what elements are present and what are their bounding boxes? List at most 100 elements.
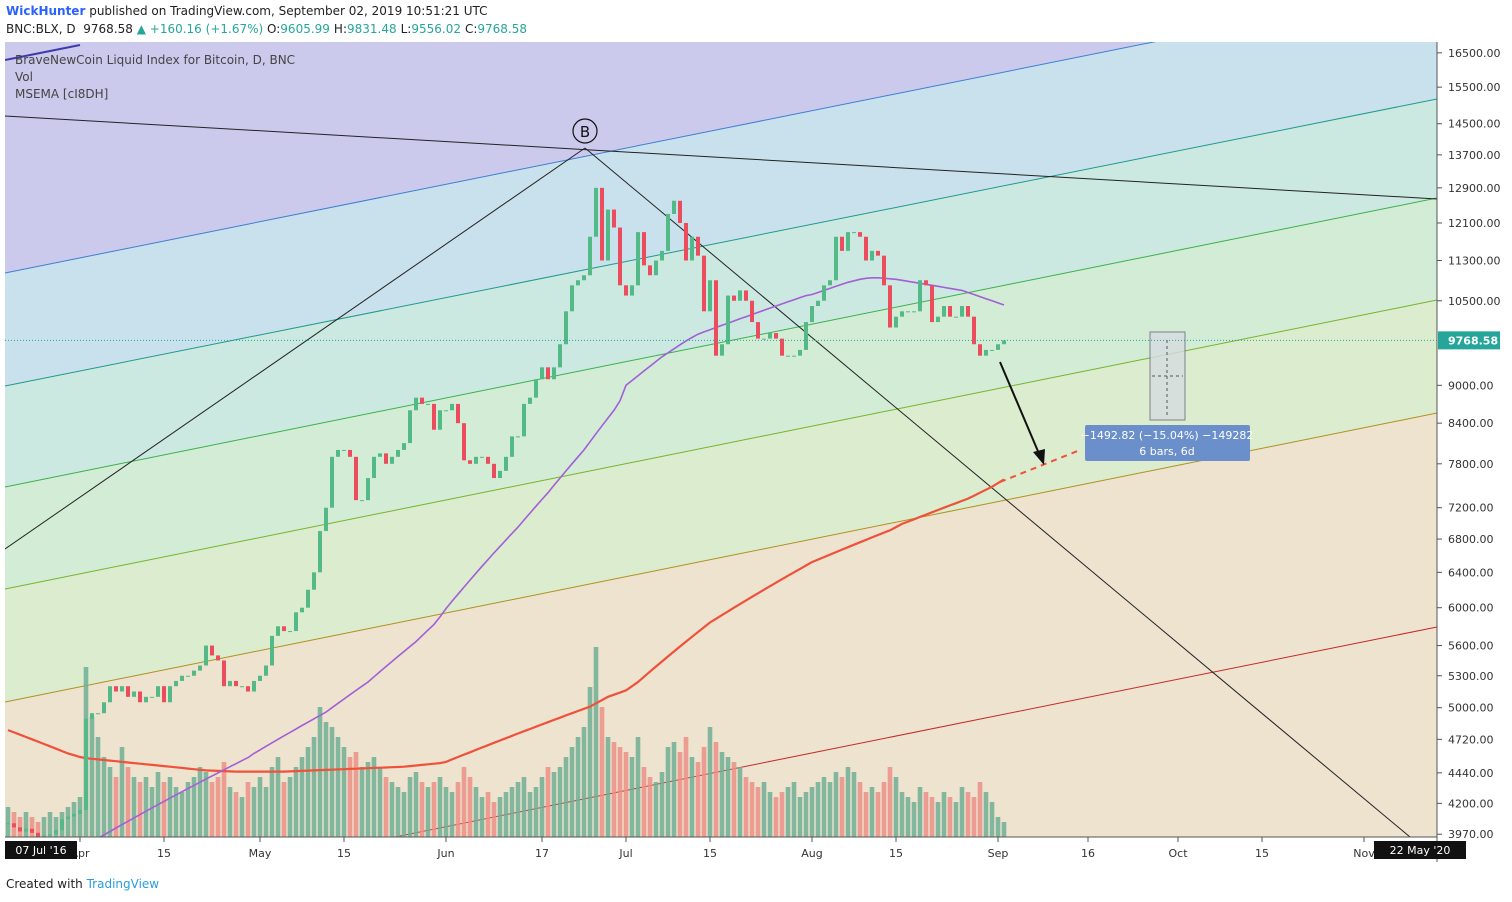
candle-body <box>474 456 478 464</box>
candle-body <box>528 397 532 404</box>
volume-bar <box>89 717 95 837</box>
candle-body <box>846 232 850 251</box>
candle-body <box>90 713 94 719</box>
candle-body <box>432 403 436 430</box>
axis-badge <box>1374 841 1466 859</box>
volume-bar <box>989 802 995 837</box>
axis-badge <box>5 841 77 859</box>
volume-bar <box>395 787 401 837</box>
y-tick-label: 9000.00 <box>1448 379 1494 392</box>
volume-bar <box>521 777 527 837</box>
volume-bar <box>479 797 485 837</box>
volume-bar <box>863 792 869 837</box>
volume-bar <box>641 767 647 837</box>
candle-body <box>666 213 670 251</box>
candle-body <box>108 686 112 703</box>
volume-bar <box>473 787 479 837</box>
candle-body <box>54 830 58 835</box>
candle-body <box>330 456 334 508</box>
candle-body <box>306 589 310 608</box>
candle-body <box>762 338 766 340</box>
candle-body <box>780 338 784 356</box>
candle-body <box>144 696 148 703</box>
y-tick-label: 4440.00 <box>1448 767 1494 780</box>
volume-bar <box>167 777 173 837</box>
volume-bar <box>185 782 191 837</box>
candle-body <box>384 453 388 464</box>
candle-body <box>750 300 754 323</box>
candle-body <box>72 813 76 817</box>
candle-body <box>96 713 100 715</box>
annotations: B −1492.82 (−15.04%) −149282 6 bars, 6d <box>572 118 1253 483</box>
volume-bar <box>287 777 293 837</box>
x-tick-label: 15 <box>1255 847 1269 860</box>
candle-body <box>282 626 286 632</box>
candle-body <box>48 834 52 836</box>
volume-bar <box>143 777 149 837</box>
volume-bar <box>935 802 941 837</box>
candle-body <box>294 612 298 632</box>
volume-bar <box>113 777 119 837</box>
y-tick-label: 11300.00 <box>1448 254 1501 267</box>
candle-body <box>606 209 610 261</box>
y-tick-label: 7200.00 <box>1448 502 1494 515</box>
volume-bar <box>425 787 431 837</box>
candle-body <box>654 260 658 276</box>
volume-bar <box>569 747 575 837</box>
volume-bar <box>911 802 917 837</box>
volume-bar <box>557 767 563 837</box>
chart: B −1492.82 (−15.04%) −149282 6 bars, 6d … <box>5 42 1501 862</box>
candle-body <box>864 236 868 261</box>
x-tick-label: 15 <box>889 847 903 860</box>
volume-bar <box>689 757 695 837</box>
candle-body <box>924 280 928 286</box>
volume-bar <box>173 787 179 837</box>
volume-bar <box>377 767 383 837</box>
volume-bar <box>353 752 359 837</box>
author[interactable]: WickHunter <box>6 4 86 18</box>
candle-body <box>60 819 64 831</box>
candle-body <box>510 436 514 457</box>
candle-body <box>450 403 454 411</box>
volume-bar <box>857 782 863 837</box>
last-price-box <box>1438 331 1500 350</box>
candle-body <box>546 367 550 380</box>
volume-bar <box>797 797 803 837</box>
candle-body <box>396 449 400 457</box>
volume-bar <box>137 782 143 837</box>
volume-bar <box>791 782 797 837</box>
brand[interactable]: TradingView <box>86 877 160 891</box>
candle-body <box>960 306 964 317</box>
candle-body <box>582 275 586 281</box>
candle-body <box>18 827 22 832</box>
volume-bar <box>215 777 221 837</box>
candle-body <box>132 691 136 697</box>
candle-body <box>12 823 16 828</box>
volume-bar <box>35 822 41 837</box>
x-tick-label: Oct <box>1168 847 1188 860</box>
candle-body <box>912 311 916 313</box>
volume-bar <box>311 737 317 837</box>
candle-body <box>552 367 556 380</box>
volume-bar <box>611 742 617 837</box>
candle-body <box>600 187 604 261</box>
candle-body <box>870 250 874 261</box>
volume-bar <box>17 817 23 837</box>
volume-bar <box>119 747 125 837</box>
volume-bar <box>671 742 677 837</box>
candle-body <box>966 306 970 317</box>
created: Created with <box>6 877 83 891</box>
volume-bar <box>629 757 635 837</box>
volume-bar <box>293 767 299 837</box>
candle-body <box>24 828 28 832</box>
x-tick-label: Aug <box>801 847 822 860</box>
volume-bar <box>107 767 113 837</box>
candle-body <box>150 696 154 698</box>
volume-bar <box>581 727 587 837</box>
volume-bar <box>527 792 533 837</box>
volume-bar <box>545 767 551 837</box>
candle-body <box>366 478 370 501</box>
volume-bar <box>947 797 953 837</box>
last: 9768.58 <box>83 22 133 36</box>
